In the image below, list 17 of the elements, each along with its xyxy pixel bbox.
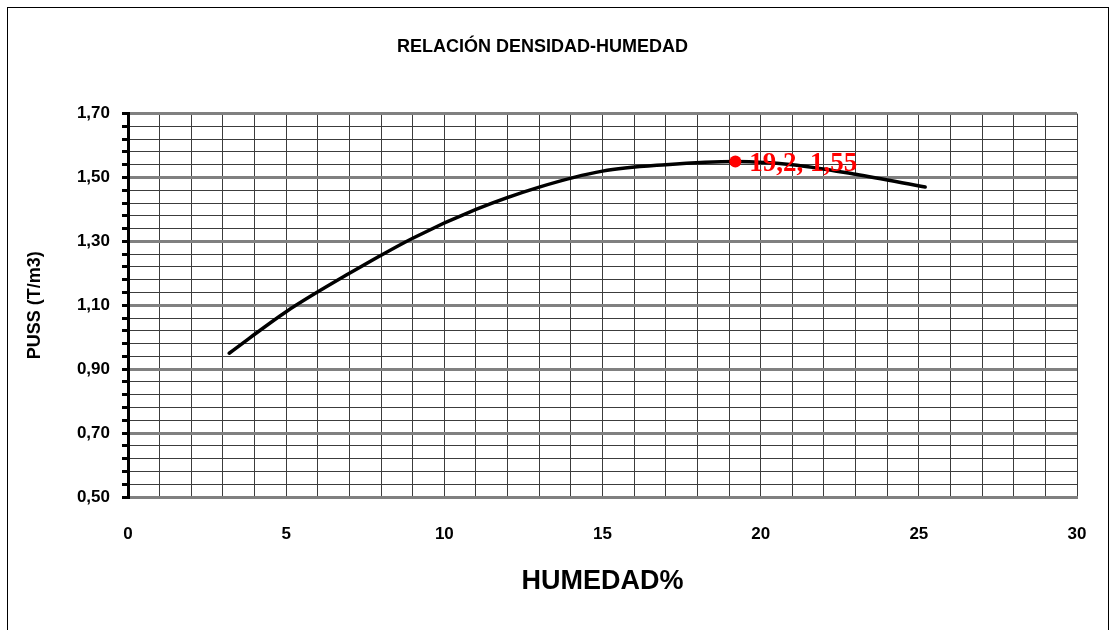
x-tick-label: 20: [751, 523, 771, 543]
y-tick-label: 0,50: [76, 486, 110, 506]
y-tick-label: 1,70: [76, 103, 110, 123]
x-tick-label: 30: [1067, 523, 1087, 543]
x-tick-label: 10: [434, 523, 454, 543]
x-tick-label: 25: [909, 523, 929, 543]
y-tick-label: 1,50: [76, 167, 110, 187]
y-tick-label: 1,10: [76, 294, 110, 314]
y-tick-label: 1,30: [76, 231, 110, 251]
y-tick-label: 0,90: [76, 358, 110, 378]
chart-title: RELACIÓN DENSIDAD-HUMEDAD: [397, 34, 688, 56]
y-tick-label: 0,70: [76, 422, 110, 442]
x-tick-label: 0: [123, 523, 133, 543]
x-tick-label: 5: [281, 523, 291, 543]
x-tick-label: 15: [593, 523, 612, 543]
x-axis-title: HUMEDAD%: [521, 565, 684, 596]
y-axis-title: PUSS (T/m3): [23, 251, 44, 360]
